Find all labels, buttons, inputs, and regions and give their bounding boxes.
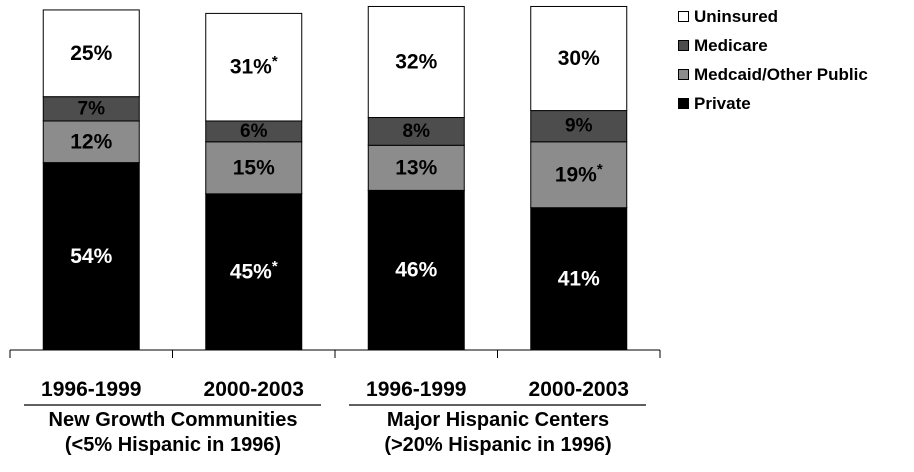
data-label: 19%*	[555, 160, 603, 186]
group-label-major-hispanic: Major Hispanic Centers (>20% Hispanic in…	[336, 408, 660, 458]
data-label: 32%	[395, 50, 437, 73]
data-label: 46%	[395, 259, 437, 282]
data-label: 6%	[240, 121, 268, 142]
data-label: 13%	[395, 156, 437, 179]
legend-swatch	[678, 11, 689, 22]
category-label: 2000-2003	[529, 378, 629, 401]
group-label-line2: (>20% Hispanic in 1996)	[384, 434, 612, 456]
bar-segment-private	[530, 207, 628, 351]
category-label: 2000-2003	[204, 378, 304, 401]
bar-segment-uninsured	[42, 9, 140, 98]
bar-segment-private	[42, 162, 140, 351]
category-labels: 1996-1999 2000-2003 1996-1999 2000-2003	[24, 378, 646, 406]
data-label: 31%*	[230, 53, 278, 79]
data-label: 30%	[558, 47, 600, 70]
group-label-new-growth: New Growth Communities (<5% Hispanic in …	[12, 408, 334, 458]
group-label-line1: New Growth Communities	[48, 409, 298, 431]
bar-segment-medcaid-other-public	[530, 141, 628, 209]
group-label-line2: (<5% Hispanic in 1996)	[64, 434, 282, 456]
legend-item-medcaid-other-public: Medcaid/Other Public	[678, 60, 868, 89]
bar-segment-private	[367, 189, 465, 351]
bar-segment-medcaid-other-public	[367, 144, 465, 191]
legend-item-private: Private	[678, 89, 868, 118]
bar-segment-private	[205, 193, 303, 351]
legend-swatch	[678, 40, 689, 51]
bar-segment-medicare	[367, 117, 465, 146]
legend-item-medicare: Medicare	[678, 31, 868, 60]
data-label: 41%	[558, 267, 600, 290]
x-axis	[9, 349, 661, 358]
legend-label: Medicare	[694, 35, 768, 55]
bar-segment-uninsured	[530, 5, 628, 112]
bar-segment-medcaid-other-public	[42, 120, 140, 164]
category-label: 1996-1999	[366, 378, 466, 401]
legend: Uninsured Medicare Medcaid/Other Public Pri…	[678, 2, 868, 118]
data-label: 15%	[233, 156, 275, 179]
bars-layer: 54% 12% 7% 25% 45%* 15% 6% 31%* 46% 13% 8% 32% 41% 19…	[42, 5, 628, 351]
legend-label: Medcaid/Other Public	[694, 64, 868, 84]
category-label: 1996-1999	[41, 378, 141, 401]
legend-swatch	[678, 98, 689, 109]
data-label: 9%	[565, 116, 593, 137]
data-label: 12%	[70, 130, 112, 153]
legend-label: Uninsured	[694, 6, 779, 26]
significance-marker: *	[272, 53, 278, 70]
legend-label: Private	[694, 93, 751, 113]
data-label: 45%*	[230, 257, 278, 283]
data-label: 25%	[70, 42, 112, 65]
data-label: 8%	[403, 121, 431, 142]
data-label: 7%	[78, 98, 106, 119]
bar-segment-medicare	[42, 96, 140, 122]
bar-segment-medicare	[530, 110, 628, 143]
group-label-line1: Major Hispanic Centers	[386, 409, 610, 431]
legend-swatch	[678, 69, 689, 80]
bar-segment-medcaid-other-public	[205, 141, 303, 195]
significance-marker: *	[272, 257, 278, 274]
significance-marker: *	[597, 160, 603, 177]
data-label: 54%	[70, 245, 112, 268]
bar-segment-uninsured	[367, 5, 465, 119]
legend-item-uninsured: Uninsured	[678, 2, 868, 31]
bar-segment-uninsured	[205, 12, 303, 122]
